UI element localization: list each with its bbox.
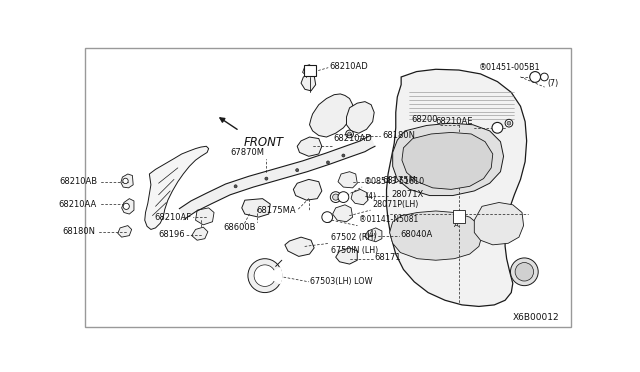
Circle shape	[511, 258, 538, 286]
Text: 6750lN (LH): 6750lN (LH)	[331, 246, 378, 256]
Text: FRONT: FRONT	[243, 135, 284, 148]
Circle shape	[296, 169, 299, 172]
Polygon shape	[179, 135, 375, 219]
Circle shape	[322, 212, 333, 222]
Text: 67870M: 67870M	[231, 148, 265, 157]
Circle shape	[342, 154, 345, 157]
Text: 68210AE: 68210AE	[435, 117, 473, 126]
Polygon shape	[310, 94, 353, 137]
Text: 68171: 68171	[374, 253, 401, 262]
Bar	[452, 210, 465, 222]
Polygon shape	[196, 208, 214, 225]
Text: 28071X: 28071X	[391, 189, 424, 199]
Circle shape	[330, 192, 341, 202]
Text: (4): (4)	[367, 230, 378, 239]
Polygon shape	[338, 172, 357, 188]
Text: S: S	[532, 73, 538, 81]
Text: ®01451-005B1: ®01451-005B1	[479, 63, 541, 73]
Polygon shape	[145, 146, 209, 230]
Circle shape	[326, 161, 330, 164]
Circle shape	[348, 132, 351, 136]
Text: S: S	[325, 213, 330, 222]
Text: 68210AB: 68210AB	[59, 177, 97, 186]
Polygon shape	[474, 202, 524, 245]
Text: 28071P(LH): 28071P(LH)	[372, 200, 419, 209]
Circle shape	[234, 185, 237, 188]
Polygon shape	[351, 189, 368, 205]
Text: 68040A: 68040A	[401, 230, 433, 238]
Circle shape	[248, 259, 282, 293]
Text: ®01141-N5081: ®01141-N5081	[359, 215, 418, 224]
Wedge shape	[265, 267, 283, 285]
Text: 68196: 68196	[158, 230, 185, 239]
Text: 67502 (RH): 67502 (RH)	[331, 233, 376, 242]
Circle shape	[492, 122, 503, 133]
Polygon shape	[293, 179, 322, 200]
Text: ®08543-51610: ®08543-51610	[364, 177, 424, 186]
Text: S: S	[341, 193, 346, 202]
Circle shape	[324, 215, 332, 222]
Text: X6B00012: X6B00012	[513, 313, 559, 322]
Circle shape	[333, 194, 339, 200]
Polygon shape	[336, 248, 357, 264]
Text: 68600B: 68600B	[223, 223, 255, 232]
Text: S: S	[495, 125, 500, 131]
Circle shape	[541, 73, 548, 81]
Polygon shape	[285, 237, 314, 256]
Circle shape	[338, 192, 349, 202]
Polygon shape	[346, 102, 374, 133]
Circle shape	[254, 265, 276, 286]
Circle shape	[515, 263, 534, 281]
Polygon shape	[402, 132, 493, 189]
Text: 68180N: 68180N	[382, 131, 415, 140]
Circle shape	[265, 177, 268, 180]
Polygon shape	[301, 74, 316, 91]
Text: 68180N: 68180N	[63, 227, 95, 236]
Polygon shape	[303, 65, 312, 76]
Text: 68210AF: 68210AF	[155, 213, 192, 222]
Polygon shape	[387, 69, 527, 307]
Text: 68210AA: 68210AA	[59, 199, 97, 209]
Text: 68175MA: 68175MA	[256, 206, 296, 215]
Polygon shape	[122, 199, 134, 214]
Polygon shape	[118, 225, 132, 237]
Text: (4): (4)	[365, 192, 376, 202]
Circle shape	[123, 203, 129, 209]
Polygon shape	[365, 228, 382, 242]
Text: (7): (7)	[547, 79, 559, 88]
Polygon shape	[297, 137, 322, 156]
Text: A: A	[454, 222, 458, 228]
Polygon shape	[242, 199, 270, 217]
Text: 68200: 68200	[412, 115, 438, 124]
Polygon shape	[393, 123, 504, 196]
Polygon shape	[333, 205, 353, 222]
Bar	[304, 65, 316, 76]
Text: 68210AD: 68210AD	[330, 62, 368, 71]
Circle shape	[346, 130, 353, 138]
Text: A: A	[307, 66, 314, 76]
Text: 68175M: 68175M	[382, 176, 416, 185]
Circle shape	[123, 178, 128, 184]
Polygon shape	[192, 227, 208, 240]
Polygon shape	[121, 174, 133, 188]
Circle shape	[530, 71, 541, 82]
Polygon shape	[390, 211, 482, 260]
Circle shape	[507, 121, 511, 125]
Circle shape	[505, 119, 513, 127]
Text: 68210AD: 68210AD	[333, 134, 372, 143]
Text: 67503(LH) LOW: 67503(LH) LOW	[310, 277, 372, 286]
